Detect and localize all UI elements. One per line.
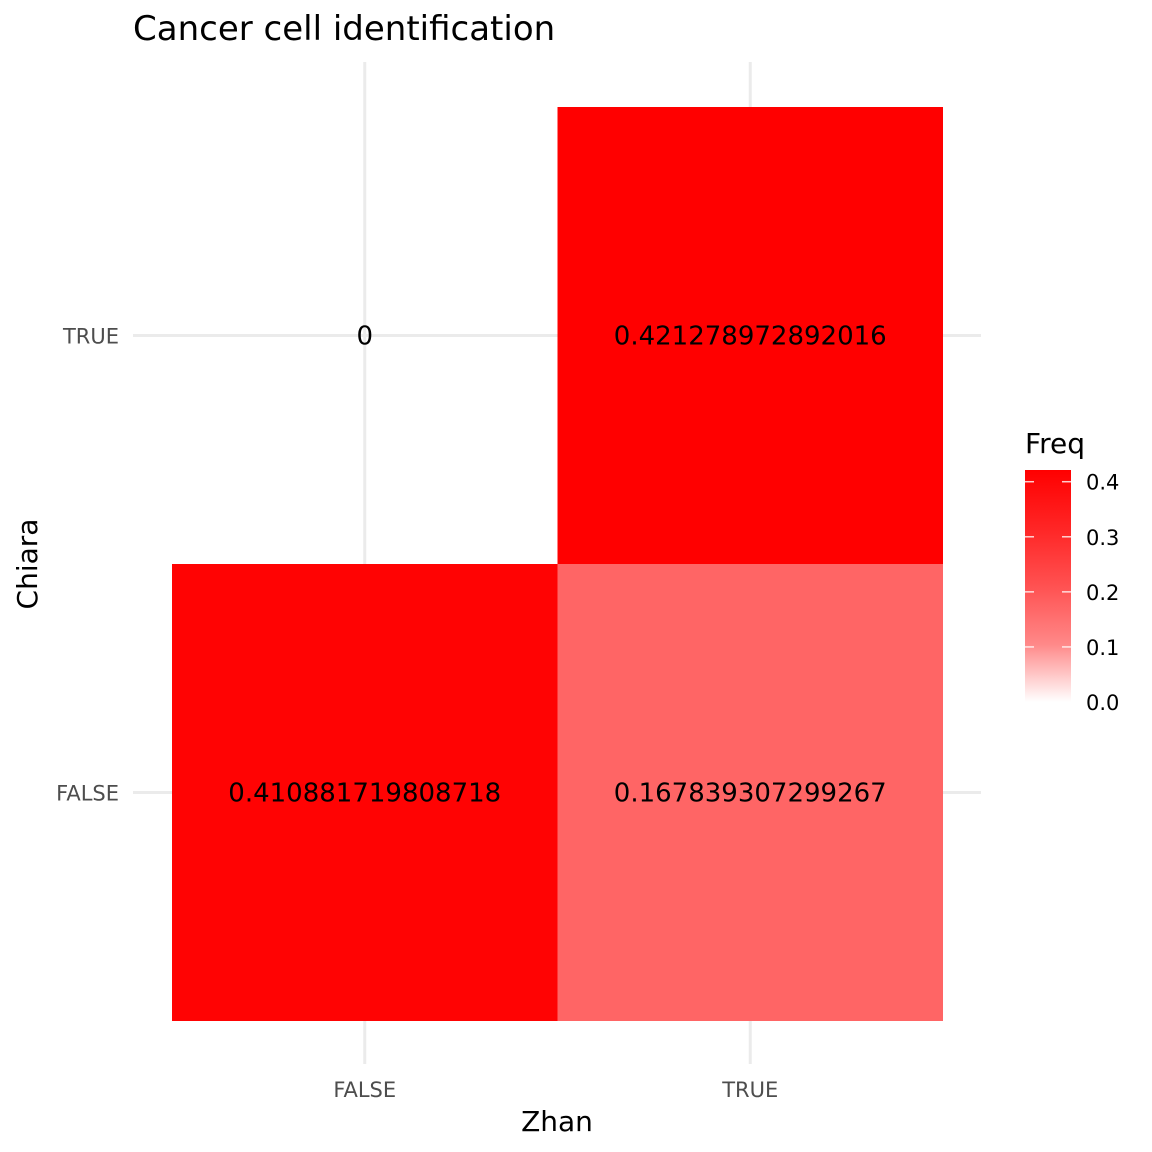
heatmap-cell [557, 107, 943, 564]
heatmap-cell-label: 0.410881719808718 [228, 779, 501, 809]
y-axis-title: Chiara [11, 519, 44, 610]
heatmap-cell-labels: 0.410881719808718 0.167839307299267 0 0.421… [228, 322, 886, 809]
chart-title: Cancer cell identification [133, 9, 555, 49]
x-axis-ticks: FALSE TRUE [333, 1078, 778, 1102]
legend-tick-label: 0.4 [1086, 471, 1119, 495]
x-tick-label: TRUE [721, 1078, 778, 1102]
heatmap-cell [172, 564, 558, 1021]
legend-ticks: 0.0 0.1 0.2 0.3 0.4 [1025, 471, 1119, 715]
color-legend: Freq 0.0 0.1 0.2 0.3 0.4 [1025, 427, 1119, 715]
legend-title: Freq [1025, 427, 1085, 460]
heatmap-cell-label: 0 [356, 322, 373, 352]
heatmap-cells [172, 107, 943, 1021]
heatmap-cell-label: 0.167839307299267 [614, 779, 887, 809]
x-axis-title: Zhan [521, 1105, 593, 1138]
y-tick-label: TRUE [62, 325, 119, 349]
legend-tick-label: 0.0 [1086, 691, 1119, 715]
y-axis-ticks: FALSE TRUE [56, 325, 119, 806]
x-tick-label: FALSE [333, 1078, 396, 1102]
legend-color-bar [1025, 470, 1071, 702]
legend-tick-label: 0.1 [1086, 636, 1119, 660]
heatmap-cell [557, 564, 943, 1021]
legend-tick-label: 0.2 [1086, 581, 1119, 605]
y-tick-label: FALSE [56, 782, 119, 806]
heatmap-cell-label: 0.421278972892016 [614, 322, 887, 352]
legend-tick-label: 0.3 [1086, 526, 1119, 550]
